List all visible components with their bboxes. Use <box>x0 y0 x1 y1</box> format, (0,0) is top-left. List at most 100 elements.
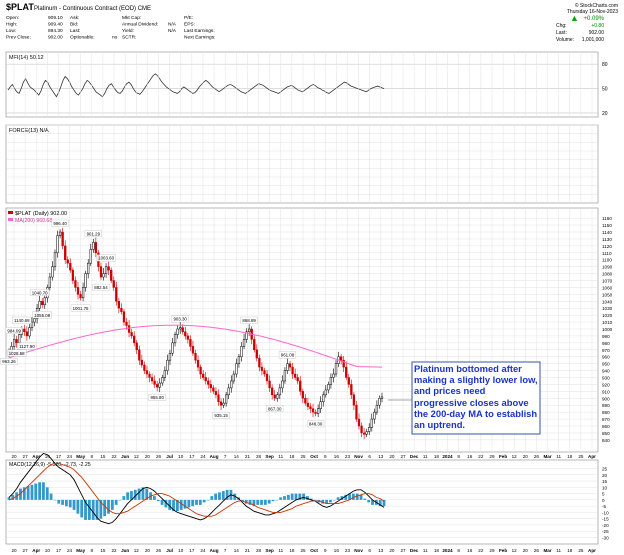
candle-body <box>64 245 67 260</box>
change-label: Chg: <box>556 23 567 29</box>
candle-body <box>375 404 379 413</box>
macd-histogram-bar <box>202 499 206 503</box>
candle-body <box>204 377 207 382</box>
x-tick-label: 15 <box>100 454 106 459</box>
price-tick-label: 890 <box>602 403 610 408</box>
macd-x-tick-label: Oct <box>310 548 318 553</box>
price-tick-label: 1100 <box>602 258 612 263</box>
quote-label: P/E: <box>184 15 193 21</box>
mfi-tick-label: 20 <box>602 111 608 117</box>
candle-body <box>112 280 115 288</box>
x-tick-label: Jun <box>121 454 129 459</box>
macd-x-tick-label: 24 <box>200 548 206 553</box>
volume-value: 1,001,000 <box>582 37 604 43</box>
macd-histogram-bar <box>179 499 183 510</box>
candle-body <box>61 231 64 247</box>
quote-table: Open: 909.10 High: 909.40 Low: 894.30 Prev Clo… <box>6 15 215 41</box>
candle-body <box>135 342 138 351</box>
candle-body <box>194 352 197 361</box>
candle-body <box>357 418 361 427</box>
candle-body <box>345 366 348 378</box>
price-label-box <box>84 230 102 238</box>
x-tick-label: 26 <box>534 454 540 459</box>
macd-histogram-bar <box>275 499 279 501</box>
macd-x-tick-label: Apr <box>588 548 596 553</box>
x-tick-label: 16 <box>467 454 473 459</box>
price-tick-label: 860 <box>602 424 610 429</box>
price-tick-label: 1140 <box>602 230 612 235</box>
price-tick-label: 970 <box>602 348 610 353</box>
price-tick-label: 900 <box>602 396 610 401</box>
macd-x-tick-label: 20 <box>523 548 529 553</box>
price-label-box <box>240 316 258 324</box>
macd-tick-label: -15 <box>602 517 609 522</box>
mfi-line <box>7 73 385 98</box>
macd-histogram-bar <box>84 499 87 520</box>
candle-body <box>373 411 376 420</box>
price-tick-label: 1110 <box>602 251 612 256</box>
candle-body <box>189 339 192 347</box>
price-tick-label: 1090 <box>602 265 613 270</box>
macd-x-tick-label: 24 <box>67 548 73 553</box>
quote-value: 894.30 <box>48 28 63 34</box>
candle-body <box>125 321 128 326</box>
candle-body <box>25 331 29 337</box>
x-tick-label: 7 <box>224 454 227 459</box>
candle-body <box>380 396 384 399</box>
candle-body <box>306 402 310 407</box>
macd-histogram-bar <box>191 499 195 507</box>
macd-x-tick-label: Jul <box>166 548 173 553</box>
candle-body <box>270 387 274 396</box>
macd-histogram-bar <box>198 499 202 505</box>
macd-histogram-bar <box>363 498 367 500</box>
candle-body <box>291 366 294 375</box>
quote-label: Ask: <box>70 15 79 21</box>
candle-body <box>222 402 225 406</box>
candle-body <box>12 339 16 347</box>
macd-histogram-bar <box>286 494 290 500</box>
price-label: 867.30 <box>268 406 282 411</box>
macd-histogram-bar <box>76 499 80 514</box>
price-label-box <box>92 283 110 291</box>
price-label-box <box>266 405 284 412</box>
price-label: 961.08 <box>281 353 295 358</box>
candle-body <box>311 408 315 413</box>
candle-body <box>301 391 304 399</box>
price-tick-label: 980 <box>602 341 610 346</box>
x-tick-label: Jul <box>166 454 173 459</box>
macd-histogram-bar <box>110 499 114 510</box>
macd-histogram-bar <box>294 493 298 500</box>
header: $PLAT Platinum - Continuous Contract (EO… <box>6 2 618 43</box>
macd-histogram-bar <box>260 499 263 505</box>
candle-body <box>191 346 195 354</box>
candle-body <box>99 266 103 278</box>
price-label: 955.80 <box>150 395 164 400</box>
price-tick-label: 1150 <box>602 223 612 228</box>
candle-body <box>92 242 95 250</box>
price-label-box <box>32 311 52 319</box>
candle-body <box>350 384 353 396</box>
macd-x-tick-label: 25 <box>300 548 306 553</box>
macd-x-tick-label: 8 <box>457 548 460 553</box>
macd-histogram-bar <box>160 499 164 505</box>
candle-body <box>258 357 261 368</box>
annotation-box <box>411 361 541 435</box>
price-label: 1055.08 <box>34 313 50 318</box>
price-tick-label: 990 <box>602 334 610 339</box>
candle-body <box>179 327 182 330</box>
candle-body <box>56 235 59 254</box>
macd-x-tick-label: Dec <box>410 548 419 553</box>
candle-body <box>296 377 299 382</box>
macd-histogram-bar <box>114 499 118 505</box>
candle-body <box>339 356 343 361</box>
candle-body <box>53 252 57 267</box>
macd-histogram-bar <box>344 494 348 500</box>
macd-x-tick-label: 20 <box>389 548 395 553</box>
candle-body <box>324 389 327 396</box>
macd-histogram-bar <box>340 496 344 500</box>
quote-label: SCTR: <box>122 35 136 41</box>
macd-x-tick-label: 14 <box>234 548 240 553</box>
macd-x-tick-label: 23 <box>345 548 351 553</box>
candle-body <box>176 328 179 335</box>
